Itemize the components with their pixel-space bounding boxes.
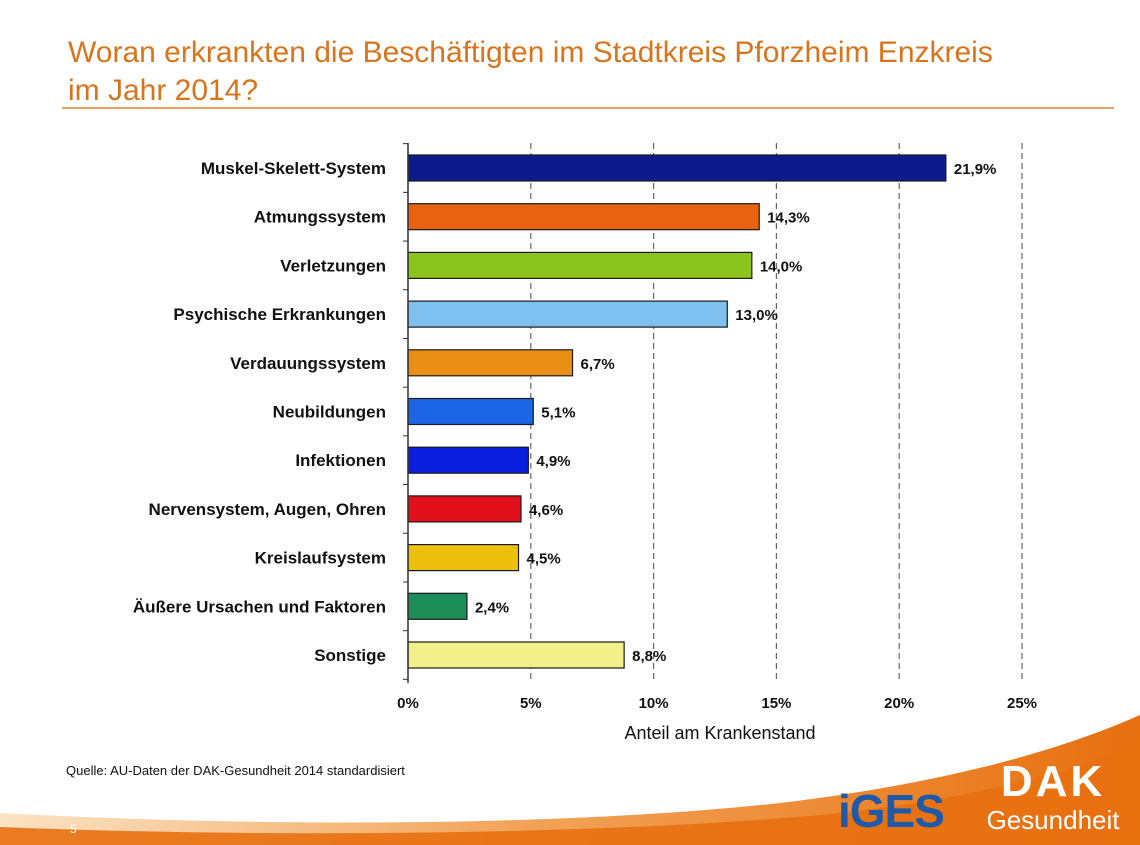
category-label: Atmungssystem xyxy=(254,208,386,227)
value-label: 14,3% xyxy=(767,210,810,227)
title-line-1: Woran erkrankten die Beschäftigten im St… xyxy=(68,36,993,69)
x-tick-label: 5% xyxy=(520,695,542,712)
value-label: 4,6% xyxy=(529,502,563,519)
iges-logo: iGES xyxy=(838,785,945,837)
x-axis-title: Anteil am Krankenstand xyxy=(624,723,815,743)
category-label: Muskel-Skelett-System xyxy=(201,159,386,178)
value-labels: 21,9% 14,3% 14,0% 13,0% 6,7% 5,1% 4,9% 4,6% 4,5%… xyxy=(475,161,996,665)
bar xyxy=(407,397,534,426)
x-tick-label: 15% xyxy=(761,695,791,712)
bar xyxy=(407,349,574,377)
category-label: Infektionen xyxy=(295,451,386,470)
value-label: 21,9% xyxy=(954,161,997,178)
dak-logo-subtitle: Gesundheit xyxy=(986,805,1120,835)
bar-chart: Muskel-Skelett-System Atmungssystem Verlet… xyxy=(133,143,1037,743)
value-label: 4,9% xyxy=(536,453,570,470)
bar xyxy=(407,203,760,231)
gridlines xyxy=(403,143,1023,683)
footer-swoosh xyxy=(0,715,1140,845)
source-note: Quelle: AU-Daten der DAK-Gesundheit 2014… xyxy=(66,763,405,778)
dak-logo-name: DAK xyxy=(1000,757,1106,806)
bar xyxy=(407,592,468,620)
x-axis-ticks: 0% 5% 10% 15% 20% 25% xyxy=(397,695,1037,712)
category-label: Neubildungen xyxy=(273,403,386,422)
value-label: 14,0% xyxy=(760,258,803,275)
value-label: 4,5% xyxy=(527,551,561,568)
title-divider xyxy=(62,107,1114,109)
bar xyxy=(407,251,753,279)
bar xyxy=(407,543,520,572)
category-label: Sonstige xyxy=(314,646,386,665)
slide-title: Woran erkrankten die Beschäftigten im St… xyxy=(68,34,1108,110)
category-label: Äußere Ursachen und Faktoren xyxy=(133,597,386,616)
category-labels: Muskel-Skelett-System Atmungssystem Verlet… xyxy=(133,159,386,665)
x-tick-label: 25% xyxy=(1007,695,1037,712)
bar xyxy=(407,300,728,328)
bar xyxy=(407,154,947,182)
x-tick-label: 10% xyxy=(639,695,669,712)
category-label: Verdauungssystem xyxy=(230,354,386,373)
title-line-2: im Jahr 2014? xyxy=(68,74,259,107)
category-label: Psychische Erkrankungen xyxy=(173,305,386,324)
bars xyxy=(407,154,947,669)
value-label: 5,1% xyxy=(541,405,575,422)
x-tick-label: 20% xyxy=(884,695,914,712)
value-label: 13,0% xyxy=(735,307,778,324)
category-label: Kreislaufsystem xyxy=(255,549,386,568)
value-label: 2,4% xyxy=(475,599,509,616)
bar xyxy=(407,641,625,669)
category-label: Nervensystem, Augen, Ohren xyxy=(149,500,386,519)
category-label: Verletzungen xyxy=(280,256,386,275)
bar xyxy=(407,446,529,474)
value-label: 6,7% xyxy=(581,356,615,373)
bar xyxy=(407,495,522,523)
page-number: 5 xyxy=(70,822,77,836)
dak-logo: DAK Gesundheit xyxy=(978,757,1128,835)
value-label: 8,8% xyxy=(632,648,666,665)
x-tick-label: 0% xyxy=(397,695,419,712)
